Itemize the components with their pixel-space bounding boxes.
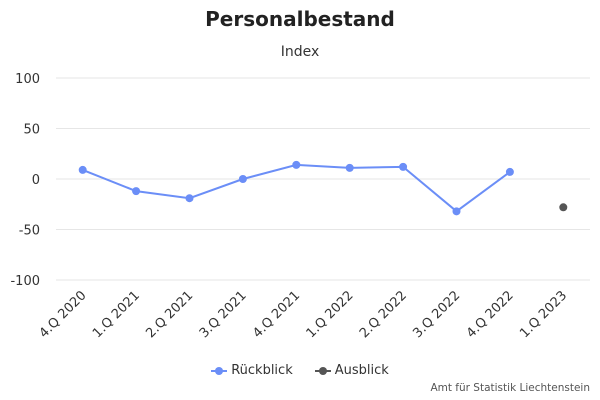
- legend-label-ausblick: Ausblick: [334, 363, 389, 378]
- x-tick-label: 2.Q 2021: [143, 288, 196, 341]
- data-point[interactable]: [505, 167, 514, 176]
- series-line-0: [82, 163, 511, 213]
- x-tick-label: 4.Q 2020: [37, 288, 90, 341]
- y-tick-label: 0: [32, 173, 40, 188]
- y-tick-label: 50: [23, 123, 40, 138]
- x-tick-label: 4.Q 2022: [464, 288, 517, 341]
- chart-legend: Rückblick Ausblick: [0, 363, 600, 378]
- chart-subtitle: Index: [280, 44, 320, 60]
- legend-symbol-rueckblick: [211, 366, 228, 376]
- data-point[interactable]: [185, 194, 194, 203]
- x-tick-label: 1.Q 2021: [90, 288, 143, 341]
- data-point[interactable]: [292, 160, 301, 169]
- y-tick-label: -50: [19, 224, 40, 239]
- data-point[interactable]: [78, 165, 87, 174]
- data-point[interactable]: [345, 163, 354, 172]
- legend-symbol-ausblick: [314, 366, 331, 376]
- data-point[interactable]: [452, 207, 461, 216]
- x-tick-label: 3.Q 2021: [197, 288, 250, 341]
- legend-item-ausblick[interactable]: Ausblick: [314, 363, 389, 378]
- x-tick-label: 4.Q 2021: [250, 288, 303, 341]
- y-tick-label: 100: [15, 72, 40, 87]
- chart-title: Personalbestand: [205, 7, 395, 31]
- legend-item-rueckblick[interactable]: Rückblick: [211, 363, 293, 378]
- x-tick-label: 2.Q 2022: [357, 288, 410, 341]
- data-point[interactable]: [238, 175, 247, 183]
- y-tick-label: -100: [10, 274, 40, 289]
- data-point[interactable]: [399, 162, 408, 171]
- data-point[interactable]: [132, 187, 141, 196]
- data-point[interactable]: [559, 203, 568, 212]
- credits[interactable]: Amt für Statistik Liechtenstein: [430, 382, 590, 394]
- legend-label-rueckblick: Rückblick: [231, 363, 293, 378]
- x-tick-label: 1.Q 2022: [304, 288, 357, 341]
- x-tick-label: 1.Q 2023: [517, 288, 570, 341]
- x-tick-label: 3.Q 2022: [410, 288, 463, 341]
